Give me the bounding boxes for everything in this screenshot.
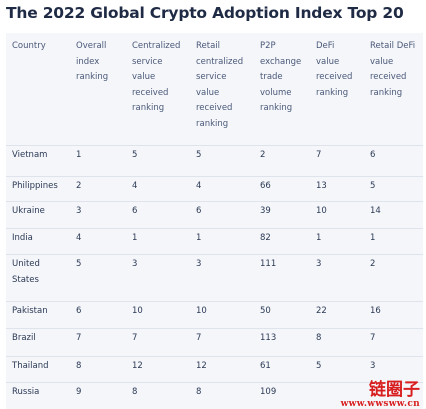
ranking-cell: 4 [132, 181, 138, 191]
country-cell: Philippines [12, 181, 58, 191]
column-header: Country [12, 41, 46, 51]
ranking-cell: 5 [76, 259, 82, 269]
ranking-cell: 7 [370, 333, 376, 343]
page-title: The 2022 Global Crypto Adoption Index To… [6, 4, 404, 22]
ranking-cell: 9 [76, 387, 82, 397]
country-cell: India [12, 233, 33, 243]
ranking-cell: 10 [132, 306, 143, 316]
ranking-cell: 5 [316, 361, 322, 371]
ranking-cell: 7 [76, 333, 82, 343]
ranking-cell: 8 [316, 333, 322, 343]
ranking-cell: 3 [316, 259, 322, 269]
row-divider [6, 254, 423, 255]
row-divider [6, 301, 423, 302]
ranking-cell: 3 [196, 259, 202, 269]
watermark: 链圈子 www.wwsww.cn [341, 381, 420, 409]
column-header: Retail centralized service value receive… [196, 41, 244, 129]
ranking-cell: 6 [370, 150, 376, 160]
ranking-cell: 14 [370, 206, 381, 216]
ranking-cell: 66 [260, 181, 271, 191]
ranking-cell: 8 [76, 361, 82, 371]
ranking-cell: 8 [132, 387, 138, 397]
ranking-cell: 1 [76, 150, 82, 160]
ranking-cell: 1 [316, 233, 322, 243]
ranking-cell: 6 [132, 206, 138, 216]
ranking-cell: 1 [196, 233, 202, 243]
ranking-cell: 2 [260, 150, 266, 160]
row-divider [6, 356, 423, 357]
ranking-cell: 50 [260, 306, 271, 316]
row-divider [6, 382, 423, 383]
ranking-cell: 3 [370, 361, 376, 371]
ranking-cell: 4 [196, 181, 202, 191]
ranking-cell: 7 [132, 333, 138, 343]
country-cell: Pakistan [12, 306, 48, 316]
watermark-brand: 链圈子 [369, 380, 420, 400]
column-header: Overall index ranking [76, 41, 109, 82]
ranking-cell: 3 [76, 206, 82, 216]
column-header: P2P exchange trade volume ranking [260, 41, 302, 113]
ranking-cell: 6 [196, 206, 202, 216]
ranking-cell: 109 [260, 387, 277, 397]
ranking-cell: 82 [260, 233, 271, 243]
ranking-cell: 12 [196, 361, 207, 371]
ranking-cell: 111 [260, 259, 277, 269]
row-divider [6, 228, 423, 229]
country-cell: United States [12, 259, 40, 285]
country-cell: Vietnam [12, 150, 48, 160]
column-header: DeFi value received ranking [316, 41, 353, 98]
ranking-cell: 10 [316, 206, 327, 216]
ranking-cell: 13 [316, 181, 327, 191]
row-divider [6, 176, 423, 177]
ranking-cell: 22 [316, 306, 327, 316]
ranking-cell: 61 [260, 361, 271, 371]
country-cell: Ukraine [12, 206, 45, 216]
ranking-cell: 39 [260, 206, 271, 216]
column-header: Centralized service value received ranki… [132, 41, 181, 113]
ranking-cell: 10 [196, 306, 207, 316]
column-header: Retail DeFi value received ranking [370, 41, 416, 98]
ranking-cell: 113 [260, 333, 277, 343]
watermark-url: www.wwsww.cn [340, 399, 420, 409]
ranking-cell: 5 [196, 150, 202, 160]
ranking-cell: 3 [132, 259, 138, 269]
ranking-cell: 1 [370, 233, 376, 243]
row-divider [6, 145, 423, 146]
ranking-cell: 1 [132, 233, 138, 243]
row-divider [6, 328, 423, 329]
adoption-index-table: Country Overall index ranking Centralized … [6, 33, 423, 409]
ranking-cell: 5 [370, 181, 376, 191]
ranking-cell: 5 [132, 150, 138, 160]
ranking-cell: 6 [76, 306, 82, 316]
ranking-cell: 16 [370, 306, 381, 316]
ranking-cell: 7 [316, 150, 322, 160]
row-divider [6, 201, 423, 202]
ranking-cell: 2 [370, 259, 376, 269]
ranking-cell: 12 [132, 361, 143, 371]
country-cell: Thailand [12, 361, 49, 371]
ranking-cell: 2 [76, 181, 82, 191]
ranking-cell: 8 [196, 387, 202, 397]
country-cell: Brazil [12, 333, 36, 343]
ranking-cell: 4 [76, 233, 82, 243]
country-cell: Russia [12, 387, 40, 397]
ranking-cell: 7 [196, 333, 202, 343]
